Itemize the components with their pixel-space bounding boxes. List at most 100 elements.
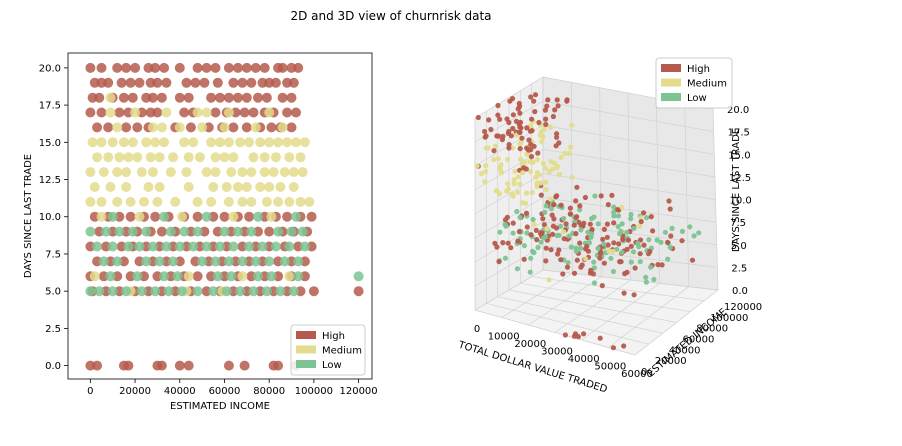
point-3d-high (555, 103, 561, 109)
point-2d-low (107, 211, 118, 222)
point-2d-high (223, 360, 234, 371)
x-tick-label-2d: 100000 (295, 386, 333, 397)
point-3d-low (648, 264, 654, 270)
point-3d-low (608, 255, 614, 261)
scatter-points-2d (85, 62, 364, 371)
point-3d-high (543, 245, 549, 251)
point-2d-medium (96, 196, 107, 207)
point-3d-high (665, 239, 671, 245)
point-3d-high (620, 236, 626, 242)
point-3d-medium (492, 143, 498, 149)
point-2d-high (103, 122, 114, 133)
point-2d-medium (165, 167, 176, 178)
point-2d-medium (264, 182, 275, 192)
point-3d-high (508, 245, 514, 251)
legend-2d-swatch-medium (296, 345, 316, 354)
point-2d-medium (297, 167, 308, 178)
point-2d-high (253, 92, 263, 103)
point-3d-high (597, 255, 603, 261)
legend-3d-swatch-low (661, 93, 681, 101)
point-2d-low (85, 286, 96, 297)
point-2d-medium (237, 196, 248, 207)
point-3d-high (598, 193, 604, 199)
point-3d-low (591, 280, 598, 286)
point-3d-high (650, 228, 656, 234)
z-tick-label-3d: 0.0 (732, 286, 748, 297)
point-3d-medium (483, 145, 489, 151)
point-2d-medium (284, 152, 295, 163)
point-3d-low (651, 276, 657, 283)
point-3d-high (502, 217, 509, 223)
point-2d-high (264, 226, 275, 237)
chart-2d: 0 20000 40000 60000 80000 100000 120000 0.0 2.5… (23, 52, 378, 412)
axes-ticks-3d: 0100002000030000400005000060000020000400… (474, 105, 762, 380)
point-3d-low (524, 230, 530, 236)
point-2d-medium (177, 211, 187, 222)
point-3d-high (585, 248, 592, 254)
z-tick-label-3d: 10.0 (730, 196, 752, 207)
point-2d-low (201, 211, 212, 222)
point-3d-medium (554, 165, 560, 171)
point-2d-high (244, 211, 255, 222)
point-3d-high (544, 103, 550, 109)
point-3d-low (615, 224, 621, 230)
point-2d-medium (237, 167, 248, 178)
point-2d-medium (299, 137, 310, 148)
point-3d-high (604, 221, 611, 227)
point-3d-high (562, 332, 569, 338)
point-3d-high (573, 214, 579, 221)
legend-3d: High Medium Low (655, 57, 733, 109)
point-2d-medium (194, 152, 205, 163)
point-2d-low (168, 256, 179, 267)
point-2d-medium (183, 182, 194, 192)
point-3d-high (529, 116, 535, 122)
point-3d-low (577, 207, 583, 213)
point-3d-medium (569, 174, 575, 180)
point-2d-low (275, 286, 286, 297)
point-3d-low (679, 228, 686, 234)
point-2d-high (212, 77, 223, 88)
point-2d-low (197, 256, 208, 267)
y-tick-label-2d: 12.5 (39, 175, 61, 186)
point-3d-high (524, 224, 530, 230)
point-2d-high (116, 77, 127, 88)
point-2d-high (206, 92, 217, 103)
point-2d-low (273, 226, 284, 237)
point-3d-high (543, 121, 549, 128)
y-tick-label-3d: 60000 (683, 335, 715, 346)
point-3d-medium (512, 168, 518, 174)
point-3d-high (550, 231, 556, 237)
point-3d-high (611, 220, 617, 226)
point-2d-low (284, 241, 295, 252)
point-3d-low (624, 229, 630, 235)
grid-line-y (497, 296, 663, 334)
point-2d-high (185, 122, 196, 133)
point-2d-high (199, 77, 210, 88)
grid-line-y (520, 282, 691, 313)
point-2d-medium (223, 137, 234, 148)
point-2d-low (123, 241, 134, 252)
point-2d-high (286, 92, 297, 103)
point-2d-medium (121, 167, 132, 178)
point-2d-high (192, 271, 203, 282)
point-3d-low (619, 249, 625, 255)
point-3d-medium (543, 186, 549, 193)
point-3d-high (668, 233, 674, 239)
point-2d-medium (277, 122, 288, 133)
point-3d-high (551, 202, 557, 208)
point-2d-high (147, 92, 158, 103)
point-3d-low (595, 245, 601, 251)
point-2d-low (192, 226, 203, 237)
point-3d-high (567, 205, 574, 211)
point-2d-low (159, 271, 170, 282)
y-tick-label-2d: 5.0 (45, 287, 61, 298)
point-2d-high (127, 92, 138, 103)
point-3d-high (563, 221, 569, 227)
x-tick-label-3d: 60000 (621, 369, 653, 380)
point-2d-medium (192, 107, 203, 118)
point-3d-medium (539, 139, 545, 145)
point-2d-medium (96, 137, 107, 148)
point-3d-high (554, 97, 560, 103)
point-3d-high (529, 128, 535, 134)
point-3d-low (554, 232, 560, 239)
